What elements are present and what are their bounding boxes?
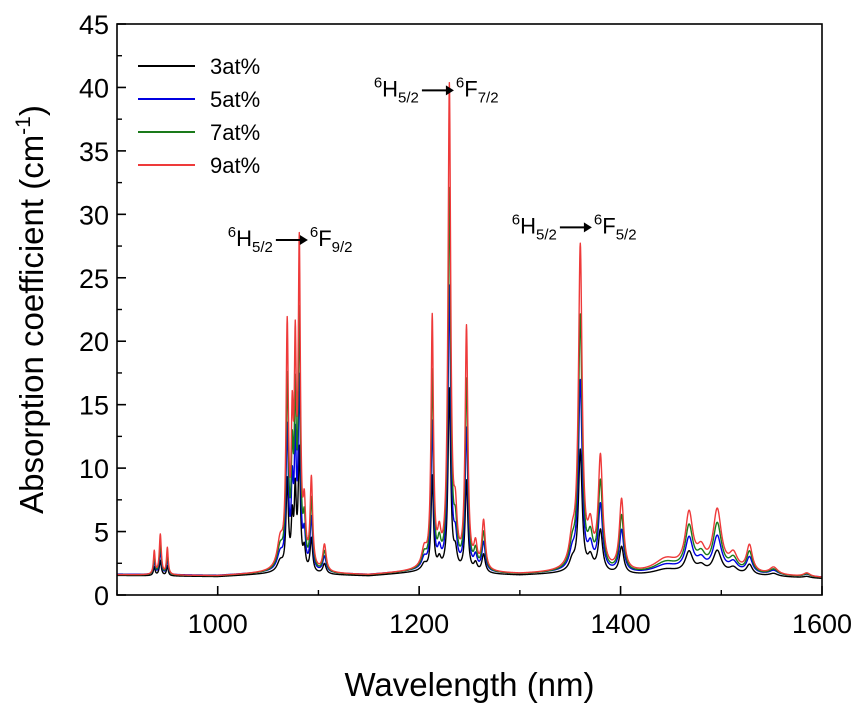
- annotation-to: 6F9/2: [310, 224, 353, 256]
- annotation-from: 6H5/2: [512, 211, 557, 243]
- y-tick-label: 0: [94, 581, 109, 611]
- x-axis-label: Wavelength (nm): [344, 666, 594, 703]
- annotation-from: 6H5/2: [374, 74, 419, 106]
- y-tick-label: 30: [79, 200, 109, 230]
- legend-label: 9at%: [210, 153, 260, 178]
- annotation-to: 6F7/2: [456, 74, 499, 106]
- x-axis-ticks: 1000 1200 1400 1600: [116, 586, 852, 639]
- legend-label: 3at%: [210, 54, 260, 79]
- legend-label: 5at%: [210, 87, 260, 112]
- series-line-4: [116, 81, 823, 578]
- transition-annotation: 6H5/2 6F9/2: [228, 224, 353, 256]
- transition-annotation: 6H5/2 6F7/2: [374, 74, 499, 106]
- transition-annotations: 6H5/2 6F9/2 6H5/2 6F7/2 6H5/2 6F5/2: [228, 74, 637, 256]
- arrowhead-icon: [299, 235, 308, 246]
- y-tick-label: 5: [94, 518, 109, 548]
- y-tick-label: 20: [79, 327, 109, 357]
- arrowhead-icon: [445, 85, 454, 96]
- x-tick-label: 1000: [188, 609, 248, 639]
- y-tick-label: 15: [79, 391, 109, 421]
- y-axis-label-sup: -1: [12, 116, 35, 135]
- y-axis-label: Absorption coefficient (cm-1): [12, 105, 50, 514]
- x-tick-label: 1600: [792, 609, 852, 639]
- legend-label: 7at%: [210, 120, 260, 145]
- series-line-1: [116, 387, 823, 579]
- y-tick-label: 45: [79, 10, 109, 40]
- x-tick-label: 1200: [389, 609, 449, 639]
- annotation-from: 6H5/2: [228, 224, 273, 256]
- series-curves: [116, 81, 823, 579]
- legend: 3at% 5at% 7at% 9at%: [138, 54, 260, 178]
- y-tick-label: 35: [79, 137, 109, 167]
- arrowhead-icon: [583, 222, 592, 233]
- y-axis-ticks: 0 5 10 15 20 25 30 35 40 45: [79, 10, 126, 611]
- y-tick-label: 10: [79, 454, 109, 484]
- x-tick-label: 1400: [591, 609, 651, 639]
- annotation-to: 6F5/2: [594, 211, 637, 243]
- y-tick-label: 25: [79, 264, 109, 294]
- y-tick-label: 40: [79, 73, 109, 103]
- y-axis-label-main: Absorption coefficient (cm: [13, 135, 50, 514]
- y-axis-label-close: ): [13, 105, 50, 116]
- transition-annotation: 6H5/2 6F5/2: [512, 211, 637, 243]
